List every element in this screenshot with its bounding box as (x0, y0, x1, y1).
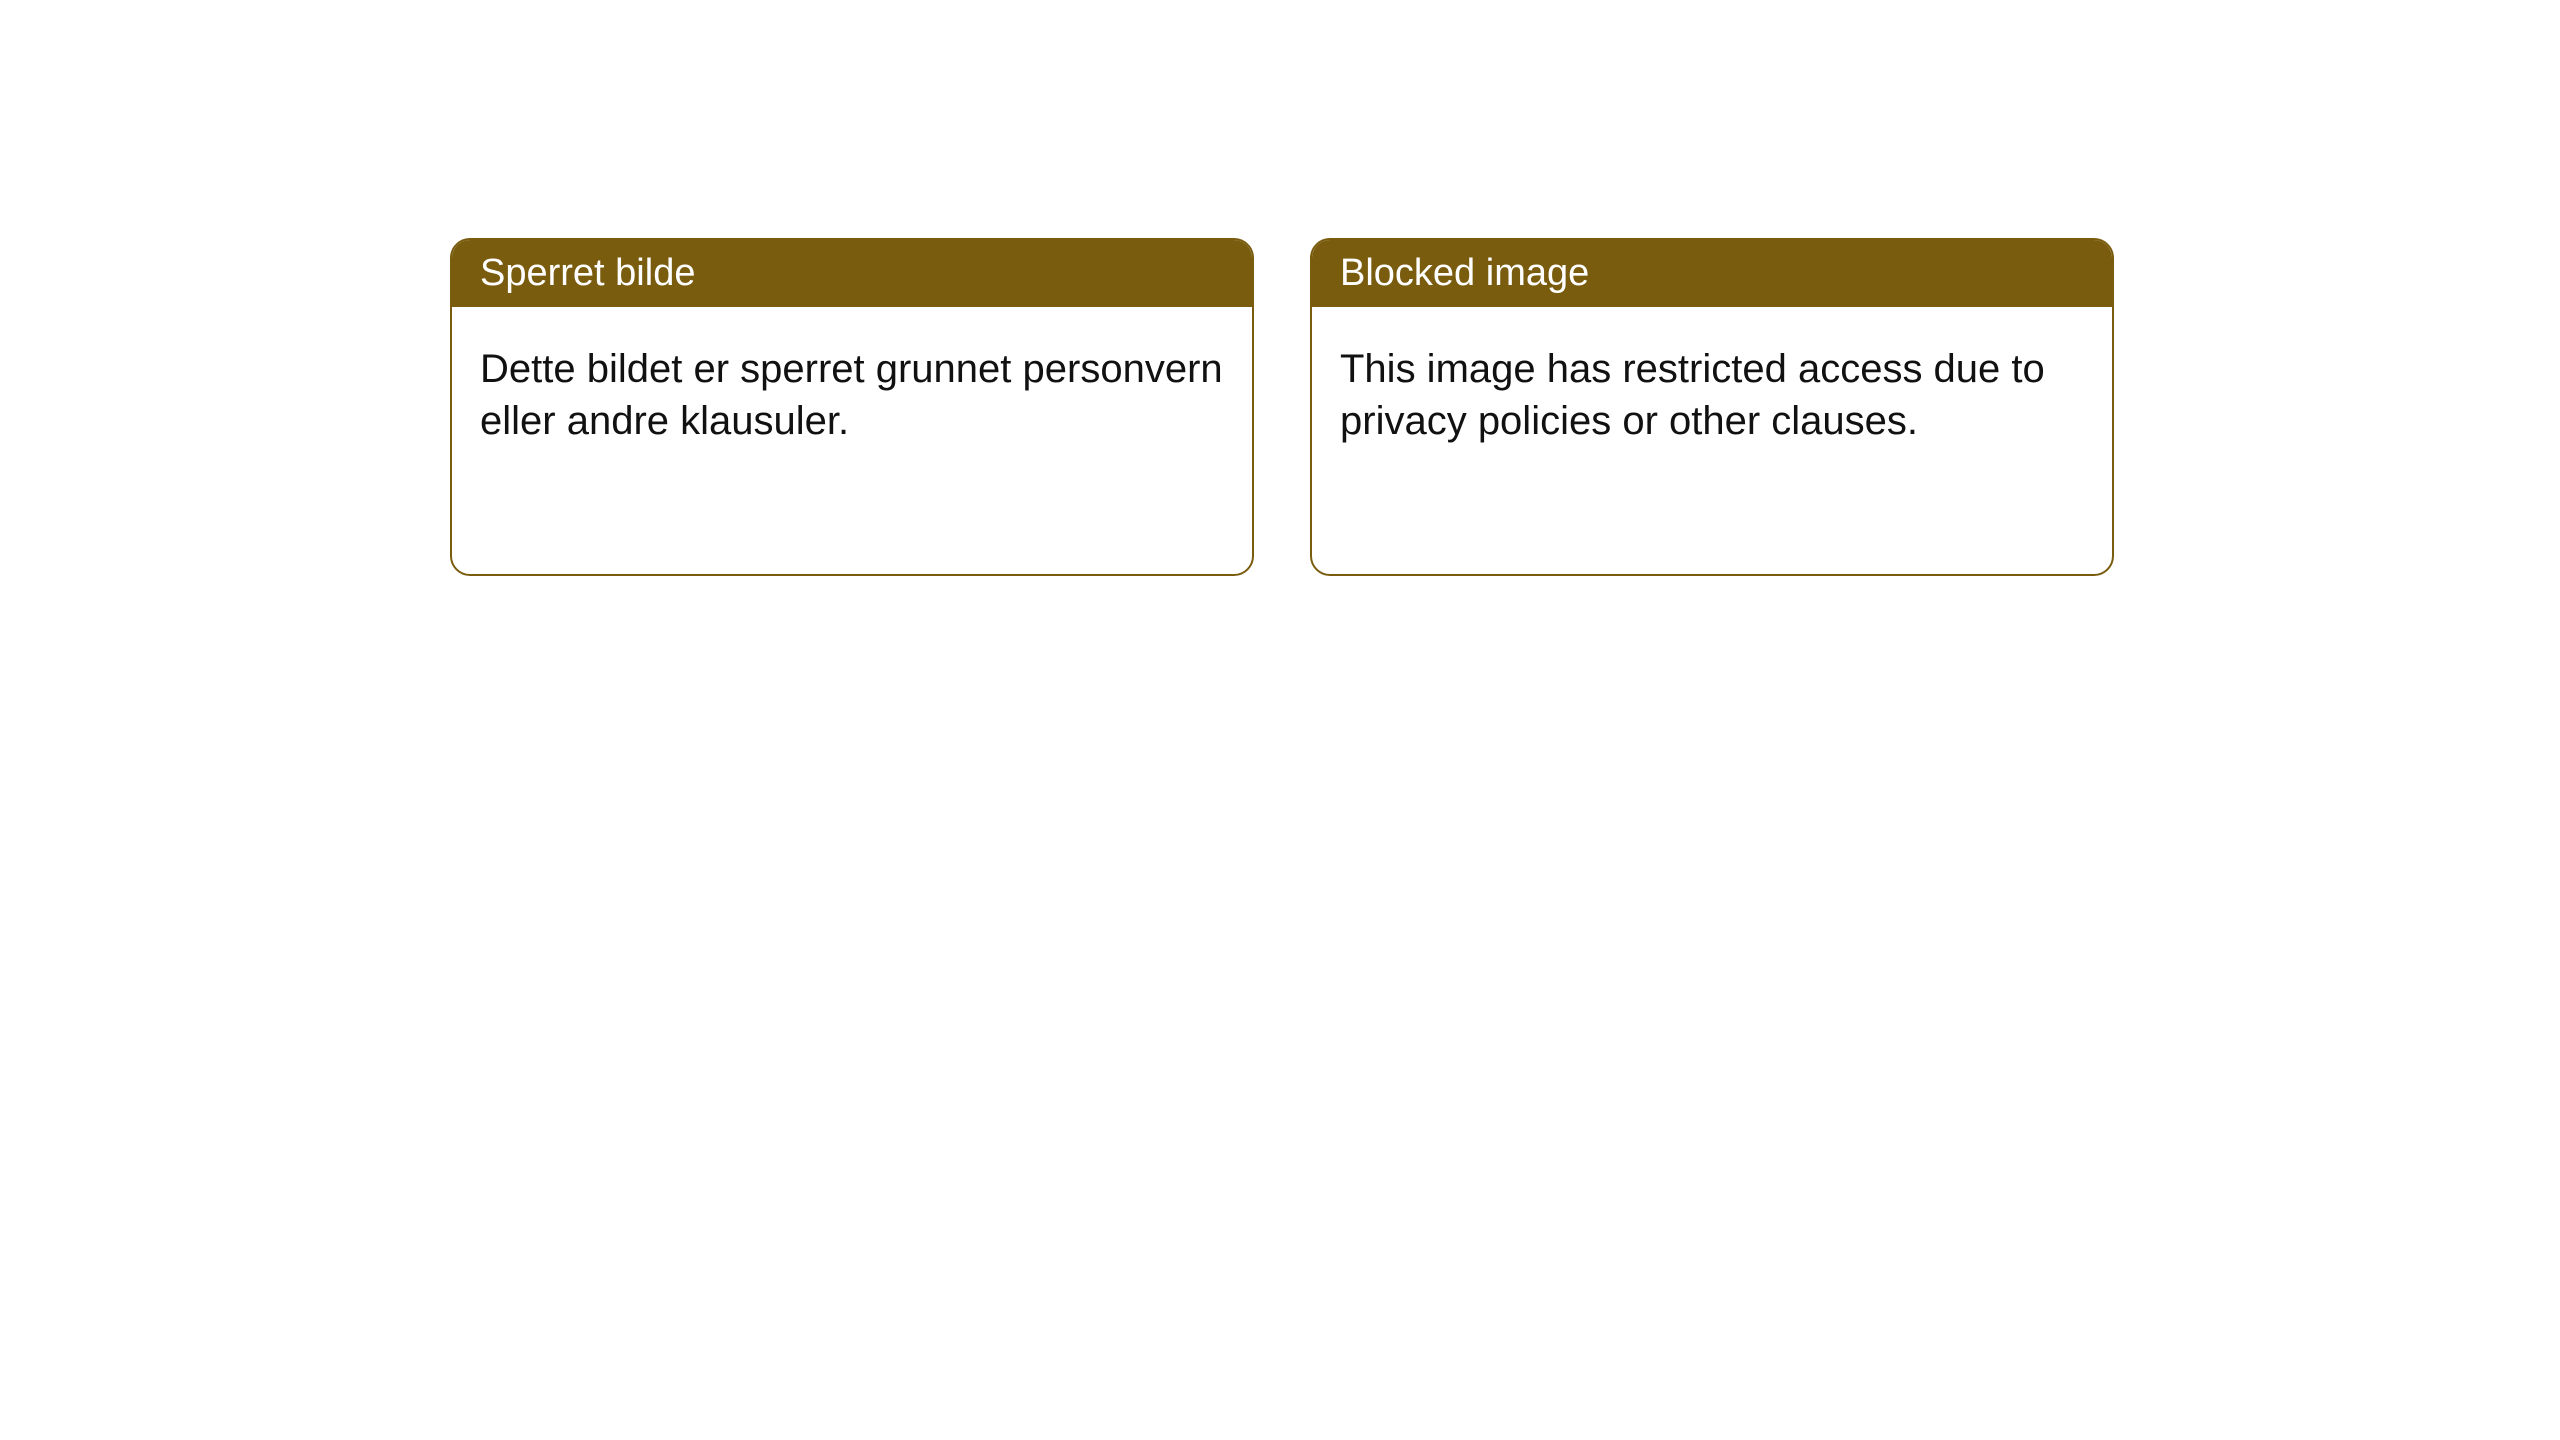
blocked-image-card-no: Sperret bilde Dette bildet er sperret gr… (450, 238, 1254, 576)
card-header-no: Sperret bilde (452, 240, 1252, 307)
card-header-en: Blocked image (1312, 240, 2112, 307)
cards-container: Sperret bilde Dette bildet er sperret gr… (450, 238, 2114, 576)
card-body-no: Dette bildet er sperret grunnet personve… (452, 307, 1252, 483)
card-body-en: This image has restricted access due to … (1312, 307, 2112, 483)
blocked-image-card-en: Blocked image This image has restricted … (1310, 238, 2114, 576)
